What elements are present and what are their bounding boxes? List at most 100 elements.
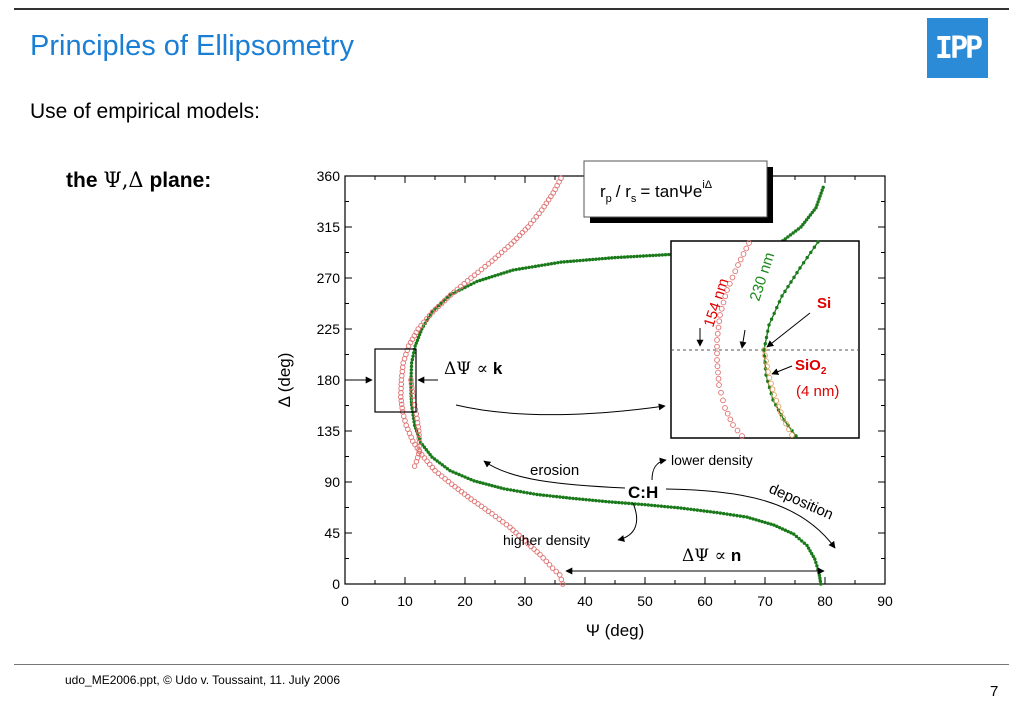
data-point-green [475, 279, 479, 284]
erosion-label: erosion [530, 462, 579, 479]
data-point-red-1 [442, 476, 448, 482]
data-point-green [603, 256, 608, 261]
data-point-red-2 [416, 435, 422, 442]
data-point-red-1 [429, 464, 436, 471]
data-point-green [617, 500, 621, 505]
data-point-red-2 [408, 377, 414, 383]
erosion-arrow [483, 460, 626, 489]
data-point-red-1 [435, 303, 442, 310]
data-point-green [796, 227, 801, 231]
data-point-red-1 [495, 252, 502, 259]
x-tick-label: 60 [697, 593, 713, 609]
data-point-red-2 [408, 381, 415, 387]
inset-point-red [740, 251, 747, 257]
data-point-green [616, 255, 620, 260]
data-point-green [543, 263, 547, 267]
data-point-red-2 [416, 428, 422, 434]
formula-sub-s: s [631, 193, 637, 205]
data-point-green [413, 344, 417, 348]
data-point-green [525, 491, 529, 495]
sio2-main: SiO [795, 357, 821, 374]
data-point-green [587, 258, 592, 262]
data-point-green [508, 488, 513, 492]
data-point-green [679, 506, 683, 510]
inset-point-green [794, 434, 798, 438]
data-point-green [587, 498, 592, 502]
data-point-green [695, 508, 700, 512]
data-point-green [559, 260, 563, 264]
ch-label: C:H [628, 483, 658, 502]
data-point-red-1 [432, 467, 438, 474]
data-point-green [493, 274, 497, 278]
ipp-logo: IPP [927, 18, 988, 78]
data-point-red-1 [465, 493, 471, 500]
data-point-green [518, 489, 523, 494]
data-point-green [815, 564, 819, 568]
x-tick-label: 0 [341, 593, 349, 609]
inset-point-red [724, 287, 730, 293]
data-point-green [409, 378, 413, 382]
inset-point-sio2 [777, 409, 784, 416]
x-tick-label: 80 [817, 593, 833, 609]
data-point-red-1 [530, 217, 537, 223]
data-point-green [549, 262, 554, 266]
y-tick-label: 360 [317, 168, 341, 184]
data-point-green [808, 213, 813, 217]
data-point-green [505, 270, 509, 274]
plane-label: the Ψ,Δ plane: [66, 168, 211, 193]
data-point-red-1 [498, 249, 505, 256]
data-point-green [610, 500, 614, 504]
data-point-red-1 [482, 263, 488, 270]
data-point-green [413, 426, 418, 430]
data-point-green [786, 235, 790, 239]
inset-point-green [777, 300, 782, 304]
dpsi-n-label: ΔΨ ∝ n [682, 546, 741, 566]
data-point-red-1 [402, 418, 408, 424]
inset-point-red [714, 330, 721, 337]
data-point-red-2 [411, 463, 418, 469]
data-point-red-1 [536, 210, 542, 217]
data-point-green [414, 341, 418, 345]
inset-point-green [809, 250, 813, 255]
data-point-green [799, 225, 803, 229]
data-point-green [478, 278, 482, 283]
data-point-red-1 [525, 540, 531, 547]
data-point-green [600, 499, 605, 503]
data-point-green [530, 265, 534, 269]
data-point-green [649, 503, 654, 507]
data-point-green [814, 206, 818, 210]
data-point-green [472, 281, 476, 285]
inset-point-green [783, 289, 787, 294]
inset-zoom: 154 nm 230 nm Si SiO2 (4 nm) [670, 240, 860, 439]
data-point-green [545, 493, 549, 498]
data-point-green [564, 496, 569, 500]
dpsi-k-prefix: ΔΨ ∝ [444, 359, 488, 379]
data-point-green [451, 470, 455, 474]
data-point-green [435, 459, 439, 463]
data-point-red-1 [399, 405, 405, 411]
data-point-green [551, 494, 556, 498]
data-point-green [705, 509, 709, 514]
data-point-green [515, 489, 519, 493]
data-point-green [409, 400, 414, 404]
data-point-red-1 [438, 473, 445, 479]
data-point-green [466, 476, 470, 481]
inset-point-sio2 [763, 358, 769, 364]
data-point-red-1 [424, 316, 430, 322]
data-point-green [538, 493, 542, 497]
data-point-red-1 [458, 488, 465, 495]
inset-frame [670, 240, 860, 439]
data-point-red-1 [421, 319, 427, 325]
page-number: 7 [990, 683, 999, 700]
data-point-green [499, 272, 503, 276]
inset-point-sio2 [773, 397, 780, 404]
inset-point-green [769, 317, 774, 321]
data-point-green [663, 253, 668, 257]
data-point-green [554, 494, 559, 499]
data-point-green [484, 276, 488, 281]
apex-box [374, 348, 417, 413]
dpsi-k-label: ΔΨ ∝ k [444, 359, 503, 379]
data-point-green [591, 257, 595, 262]
data-point-green [811, 554, 815, 559]
